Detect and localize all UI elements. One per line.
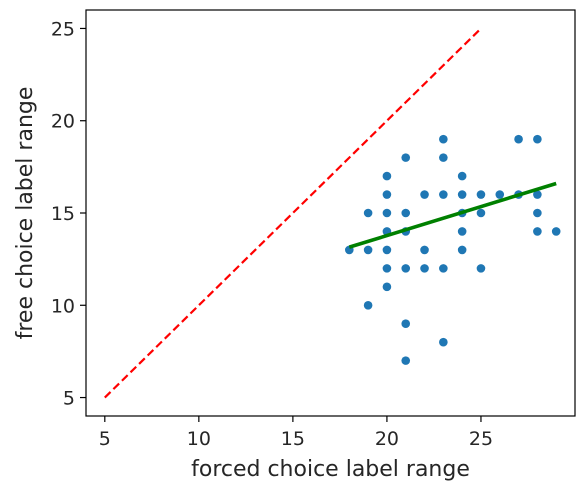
- data-point: [364, 209, 373, 218]
- data-point: [383, 246, 392, 255]
- data-point: [383, 209, 392, 218]
- data-point: [420, 264, 429, 273]
- data-point: [477, 209, 486, 218]
- data-point: [420, 190, 429, 199]
- data-point: [401, 209, 410, 218]
- x-axis: 5 10 15 20 25: [99, 416, 493, 450]
- y-tick-label: 5: [63, 388, 75, 410]
- identity-line: [105, 28, 481, 397]
- data-point: [439, 338, 448, 347]
- data-point: [364, 301, 373, 310]
- x-tick-label: 20: [375, 428, 399, 450]
- data-point: [364, 246, 373, 255]
- x-axis-label: forced choice label range: [191, 457, 470, 482]
- x-tick-label: 15: [281, 428, 305, 450]
- y-tick-label: 25: [51, 18, 75, 40]
- data-point: [420, 246, 429, 255]
- data-point: [439, 135, 448, 144]
- data-point: [533, 135, 542, 144]
- y-axis-label: free choice label range: [13, 87, 38, 340]
- x-tick-label: 10: [187, 428, 211, 450]
- data-point: [458, 172, 467, 181]
- data-point: [401, 319, 410, 328]
- y-axis: 5 10 15 20 25: [51, 18, 86, 409]
- data-point: [477, 190, 486, 199]
- data-point: [439, 153, 448, 162]
- data-point: [439, 264, 448, 273]
- data-point: [458, 227, 467, 236]
- plot-frame: [86, 10, 575, 416]
- data-point: [477, 264, 486, 273]
- data-point: [514, 135, 523, 144]
- plot-marks: [105, 28, 561, 397]
- y-tick-label: 15: [51, 203, 75, 225]
- data-point: [439, 190, 448, 199]
- data-point: [495, 190, 504, 199]
- data-point: [401, 356, 410, 365]
- data-point: [383, 172, 392, 181]
- data-point: [383, 264, 392, 273]
- x-tick-label: 5: [99, 428, 111, 450]
- x-tick-label: 25: [469, 428, 493, 450]
- data-point: [533, 227, 542, 236]
- data-point: [401, 264, 410, 273]
- data-point: [533, 209, 542, 218]
- y-tick-label: 10: [51, 295, 75, 317]
- y-tick-label: 20: [51, 111, 75, 133]
- data-point: [383, 283, 392, 292]
- data-point: [458, 246, 467, 255]
- data-point: [552, 227, 561, 236]
- data-point: [383, 190, 392, 199]
- fit-line: [349, 183, 556, 247]
- data-point: [458, 190, 467, 199]
- data-point: [401, 153, 410, 162]
